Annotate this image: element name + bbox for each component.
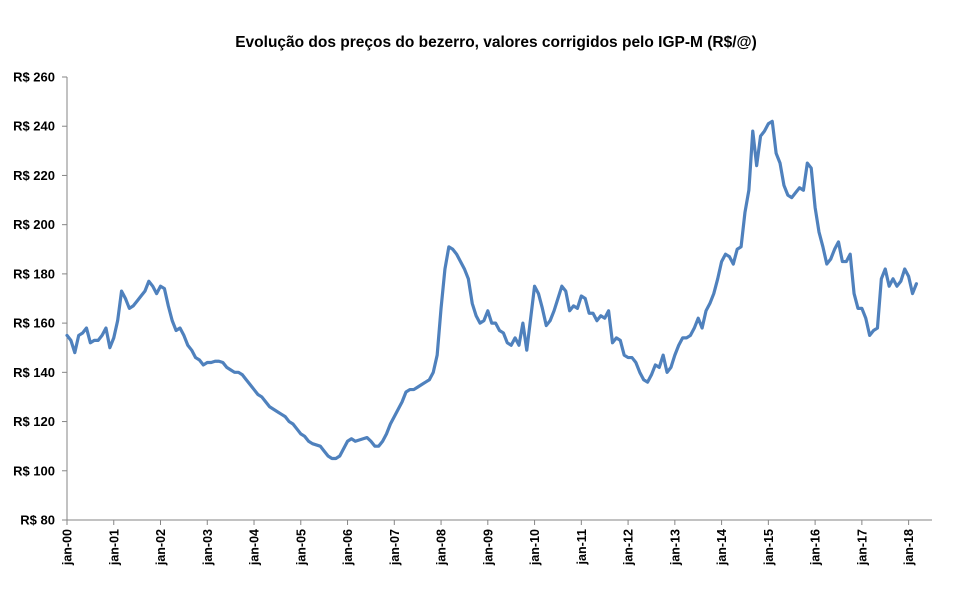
x-tick-label: jan-02 xyxy=(154,529,168,566)
series-layer xyxy=(65,119,919,461)
x-tick-label: jan-17 xyxy=(855,529,869,566)
x-tick-label: jan-06 xyxy=(341,529,355,566)
x-tick-label: jan-12 xyxy=(622,529,636,566)
x-tick-label: jan-18 xyxy=(902,529,916,566)
x-tick-label: jan-03 xyxy=(201,529,215,566)
x-tick-label: jan-10 xyxy=(528,529,542,566)
series-line xyxy=(65,119,919,461)
x-tick-label: jan-05 xyxy=(294,529,308,566)
y-tick-label: R$ 140 xyxy=(13,365,55,380)
x-tick-label: jan-13 xyxy=(668,529,682,566)
x-tick-label: jan-11 xyxy=(575,529,589,565)
y-tick-label: R$ 200 xyxy=(13,217,55,232)
x-tick-label: jan-04 xyxy=(248,529,262,566)
y-tick-label: R$ 220 xyxy=(13,168,55,183)
x-tick-label: jan-08 xyxy=(435,529,449,566)
chart-title: Evolução dos preços do bezerro, valores … xyxy=(235,34,757,51)
x-tick-label: jan-09 xyxy=(481,529,495,566)
y-axis: R$ 80 R$ 100 R$ 120 R$ 140 R$ 160 R$ 180 R$ 20… xyxy=(13,70,68,528)
x-tick-label: jan-00 xyxy=(61,529,75,566)
x-tick-label: jan-14 xyxy=(715,529,729,566)
y-tick-label: R$ 160 xyxy=(13,316,55,331)
x-tick-label: jan-16 xyxy=(809,529,823,566)
y-tick-label: R$ 120 xyxy=(13,414,55,429)
y-tick-label: R$ 100 xyxy=(13,463,55,478)
x-tick-label: jan-01 xyxy=(107,529,121,566)
x-axis: jan-00 jan-01 jan-02 jan-03 jan-04 jan-05 jan-… xyxy=(61,519,932,566)
y-tick-label: R$ 240 xyxy=(13,119,55,134)
y-tick-label: R$ 180 xyxy=(13,266,55,281)
y-tick-label: R$ 260 xyxy=(13,70,55,85)
y-tick-label: R$ 80 xyxy=(20,513,55,528)
x-tick-label: jan-15 xyxy=(762,529,776,566)
x-tick-label: jan-07 xyxy=(388,529,402,566)
